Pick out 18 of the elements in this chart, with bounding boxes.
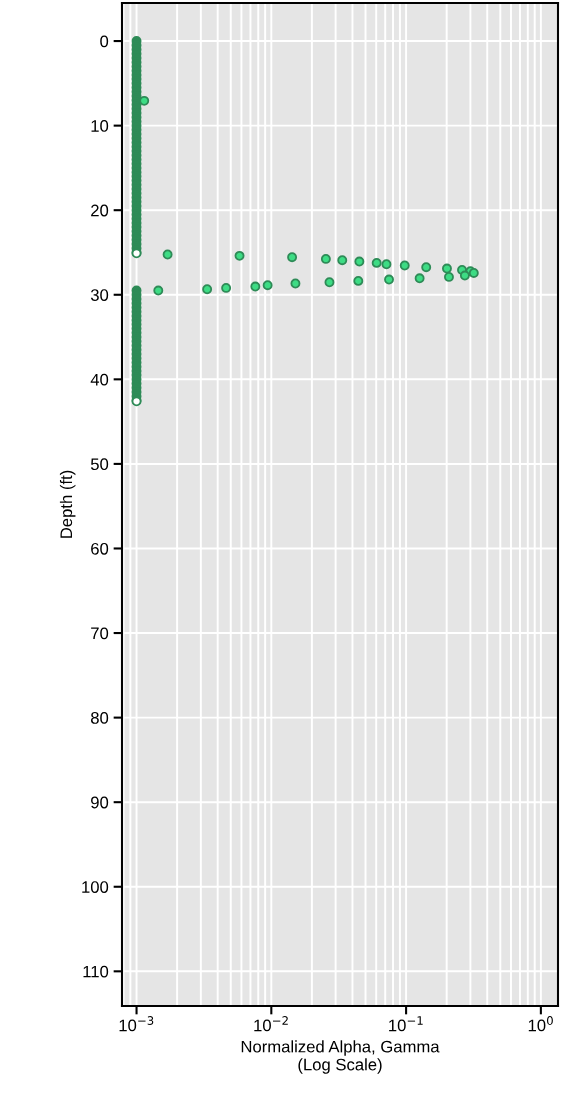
x-tick-label: 10$^{0}$ bbox=[528, 1016, 553, 1032]
y-axis-title: Depth (ft) bbox=[59, 470, 76, 538]
y-tick-label: 100 bbox=[82, 881, 109, 893]
y-tick-label: 0 bbox=[100, 35, 109, 48]
x-tick-label: 10$^{−3}$ bbox=[119, 1016, 154, 1032]
y-tick-label: 60 bbox=[91, 542, 109, 555]
x-tick-label: 10$^{−1}$ bbox=[389, 1016, 423, 1032]
y-tick-label: 20 bbox=[91, 204, 109, 217]
y-tick-label: 110 bbox=[83, 965, 109, 978]
x-axis-title: Normalized Alpha, Gamma (Log Scale) bbox=[241, 1040, 440, 1074]
y-tick-label: 70 bbox=[91, 627, 109, 640]
y-tick-label: 10 bbox=[91, 120, 109, 132]
y-tick-label: 90 bbox=[91, 796, 109, 809]
y-tick-label: 50 bbox=[90, 458, 109, 471]
y-tick-label: 80 bbox=[90, 712, 109, 724]
y-tick-label: 30 bbox=[90, 289, 109, 301]
x-tick-label: 10$^{−2}$ bbox=[254, 1016, 288, 1032]
y-tick-label: 40 bbox=[90, 373, 109, 386]
